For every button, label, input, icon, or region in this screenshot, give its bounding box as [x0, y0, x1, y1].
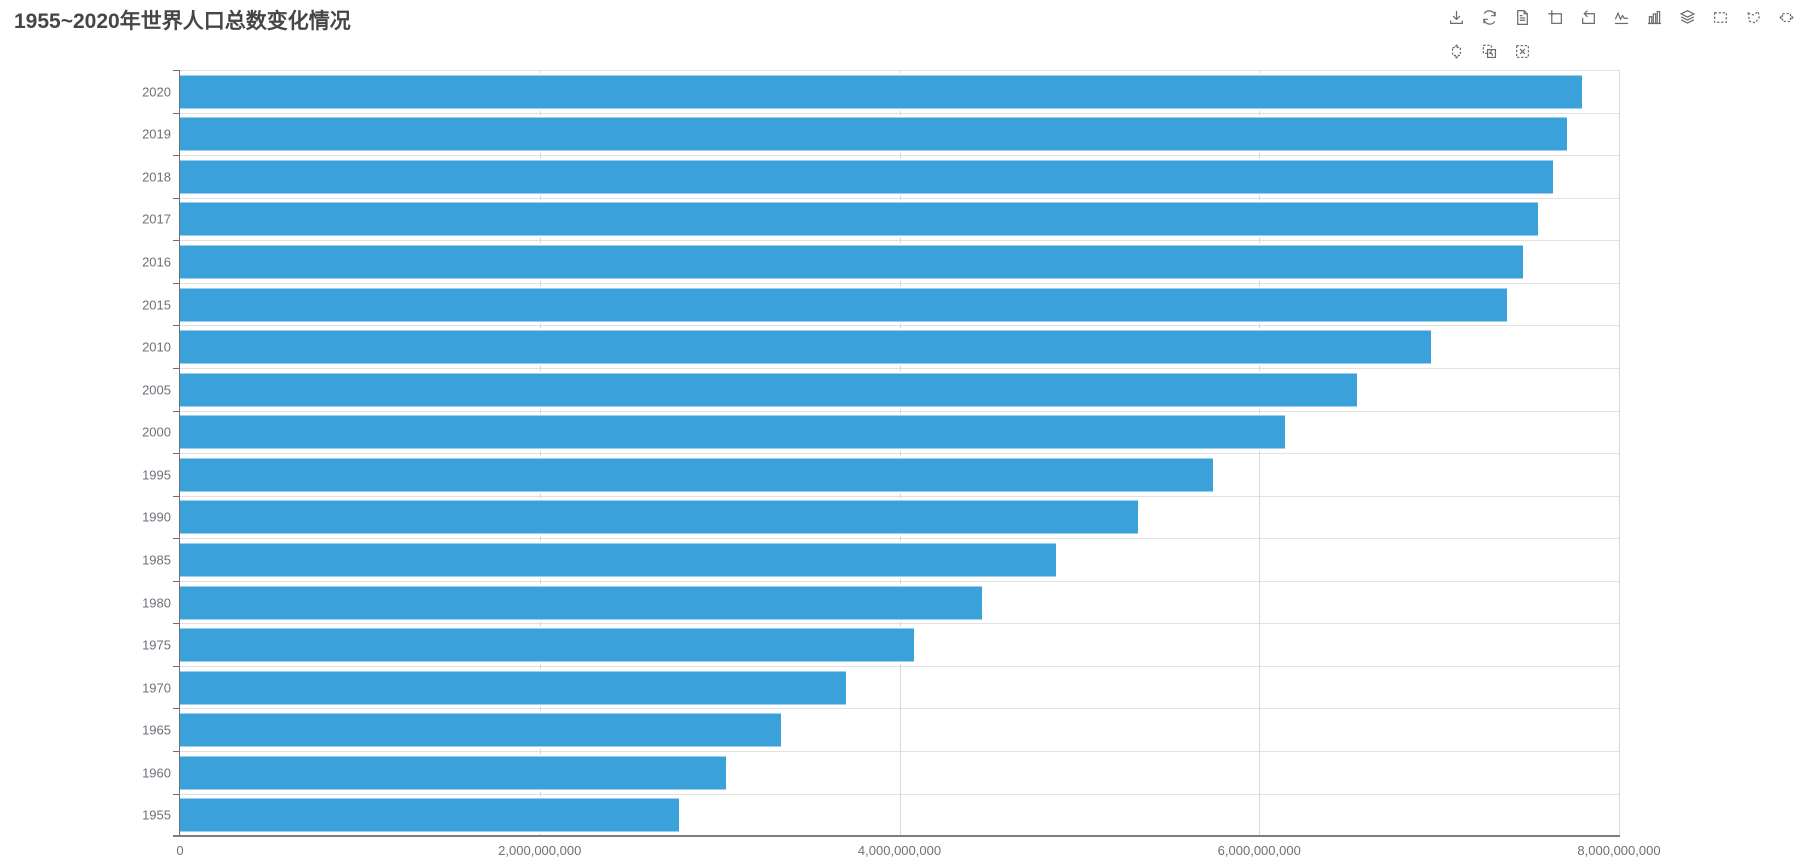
brush-keep-icon[interactable] [1480, 42, 1498, 60]
y-axis-label: 2015 [142, 297, 171, 313]
bar-2017[interactable] [178, 200, 1540, 238]
x-axis-label: 2,000,000,000 [498, 843, 582, 858]
y-axis-label: 2000 [142, 424, 171, 440]
y-axis-label: 1980 [142, 595, 171, 611]
chart-row-2018: 2018 [142, 155, 1619, 199]
bar-1970[interactable] [178, 669, 848, 707]
y-axis-label: 1995 [142, 467, 171, 483]
y-axis-label: 1985 [142, 552, 171, 568]
y-axis-label: 1975 [142, 637, 171, 653]
y-axis-label: 2005 [142, 382, 171, 398]
bar-1955[interactable] [178, 796, 681, 834]
y-axis-label: 2018 [142, 169, 171, 185]
plot-area: 2020 2019 2018 2017 2016 2015 2010 2005 2000 1995… [142, 70, 1661, 858]
chart-row-1980: 1980 [142, 580, 1619, 625]
bar-2018[interactable] [178, 158, 1555, 196]
brush-polygon-icon[interactable] [1744, 8, 1762, 26]
bar-1965[interactable] [178, 711, 783, 749]
chart-row-2019: 2019 [142, 112, 1619, 157]
bar-1960[interactable] [178, 754, 728, 792]
brush-line-y-icon[interactable] [1447, 42, 1465, 60]
bar-2000[interactable] [177, 413, 1288, 451]
y-axis-line [179, 70, 180, 836]
chart-row-1990: 1990 [142, 495, 1619, 540]
save-as-image-icon[interactable] [1447, 8, 1465, 26]
bar-2020[interactable] [177, 73, 1585, 111]
gridline-vertical [1259, 71, 1261, 836]
magic-type-line-icon[interactable] [1612, 8, 1630, 26]
chart-row-1970: 1970 [142, 665, 1619, 710]
gridline-vertical [899, 71, 901, 836]
chart-row-2005: 2005 [142, 367, 1619, 412]
y-axis-label: 1990 [142, 509, 171, 525]
data-zoom-icon[interactable] [1546, 8, 1564, 26]
toolbox-row-2 [1447, 42, 1795, 60]
chart-row-1955: 1955 [142, 793, 1619, 837]
bar-1975[interactable] [178, 626, 916, 664]
toolbox-row-1 [1447, 8, 1795, 26]
chart-row-2020: 2020 [142, 70, 1619, 114]
bar-1995[interactable] [177, 456, 1216, 494]
bar-2015[interactable] [177, 286, 1510, 324]
y-axis-label: 2010 [142, 339, 171, 355]
x-axis-labels: 0 2,000,000,000 4,000,000,000 6,000,000,000… [176, 843, 1660, 859]
bar-1985[interactable] [177, 541, 1059, 579]
y-axis-label: 2020 [142, 84, 171, 100]
bar-2016[interactable] [178, 243, 1525, 281]
chart-row-1995: 1995 [142, 453, 1619, 497]
y-axis-label: 1965 [142, 722, 171, 738]
y-axis-label: 1960 [142, 765, 171, 781]
chart-row-1985: 1985 [142, 538, 1619, 582]
x-axis-label: 0 [176, 843, 184, 858]
bar-1990[interactable] [177, 498, 1141, 536]
y-axis-label: 2017 [142, 211, 171, 227]
x-axis-label: 4,000,000,000 [857, 843, 942, 858]
brush-clear-icon[interactable] [1513, 42, 1531, 60]
brush-rect-icon[interactable] [1711, 8, 1729, 26]
y-axis-label: 1955 [142, 807, 171, 823]
y-axis-label: 1970 [142, 680, 171, 696]
bar-1980[interactable] [178, 584, 984, 622]
restore-icon[interactable] [1480, 8, 1498, 26]
bar-2019[interactable] [177, 115, 1570, 153]
magic-type-stack-icon[interactable] [1678, 8, 1696, 26]
bar-2010[interactable] [177, 328, 1434, 366]
chart-row-2016: 2016 [142, 240, 1619, 284]
chart-row-1975: 1975 [142, 623, 1619, 667]
chart-row-2010: 2010 [142, 325, 1619, 369]
chart-row-2017: 2017 [142, 197, 1619, 242]
gridline-vertical [539, 71, 541, 836]
data-zoom-reset-icon[interactable] [1579, 8, 1597, 26]
y-axis-label: 2016 [142, 254, 171, 270]
x-axis-line [173, 835, 1620, 837]
data-view-icon[interactable] [1513, 8, 1531, 26]
chart-title: 1955~2020年世界人口总数变化情况 [14, 10, 351, 33]
chart-row-2000: 2000 [142, 410, 1619, 455]
x-axis-label: 8,000,000,000 [1577, 843, 1661, 858]
x-axis-label: 6,000,000,000 [1217, 843, 1301, 858]
toolbox [1447, 8, 1795, 60]
y-axis-label: 2019 [142, 126, 171, 142]
brush-line-x-icon[interactable] [1777, 8, 1795, 26]
magic-type-bar-icon[interactable] [1645, 8, 1663, 26]
bar-2005[interactable] [178, 371, 1359, 409]
chart-row-2015: 2015 [142, 282, 1619, 327]
